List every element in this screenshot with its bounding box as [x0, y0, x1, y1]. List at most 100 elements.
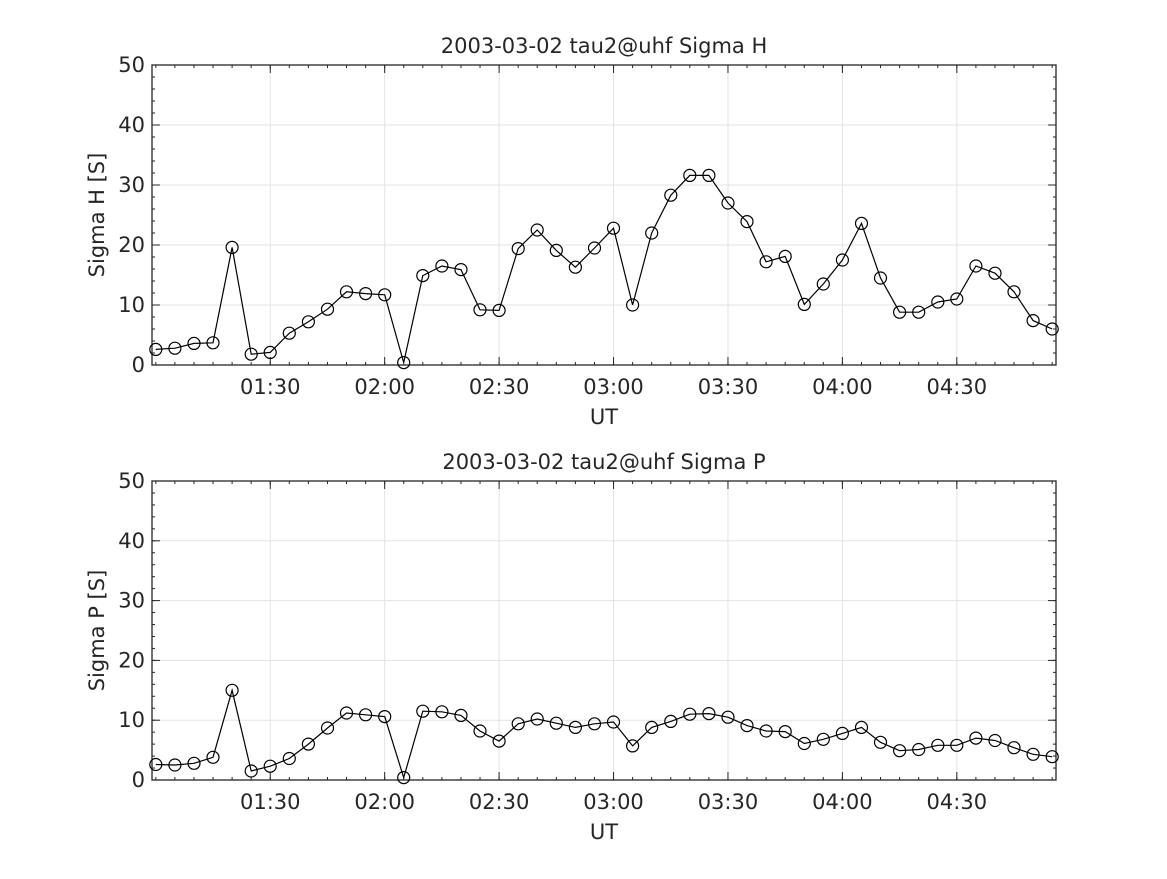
data-point [950, 292, 964, 306]
data-point [721, 710, 735, 724]
data-point [1026, 747, 1040, 761]
data-point [854, 720, 869, 735]
data-point [454, 263, 468, 277]
data-point [454, 708, 468, 723]
plot-area: 01:30 02:00 02:30 03:00 03:30 04:00 04:30 0 10 20… [118, 53, 1059, 399]
data-point [645, 720, 659, 735]
x-tick-label: 02:30 [469, 375, 530, 399]
data-point [359, 708, 373, 722]
data-point [339, 285, 354, 299]
data-point [378, 288, 392, 302]
data-point [359, 287, 373, 301]
data-point [969, 731, 983, 745]
data-point [206, 336, 220, 350]
y-axis-label: Sigma H [S] [85, 153, 109, 278]
y-tick-label: 0 [132, 353, 145, 377]
data-point [797, 736, 811, 751]
data-point [168, 758, 182, 772]
x-tick-label: 02:00 [354, 375, 415, 399]
data-point [473, 303, 487, 317]
data-point [568, 260, 583, 274]
data-point [740, 718, 754, 733]
data-point [206, 750, 220, 764]
data-point [320, 721, 335, 735]
y-tick-label: 20 [118, 648, 145, 672]
data-point [873, 735, 888, 749]
y-tick-label: 50 [118, 53, 145, 77]
data-point [988, 733, 1002, 748]
data-point [1045, 750, 1059, 764]
x-tick-label: 03:00 [583, 375, 644, 399]
data-point [282, 326, 296, 340]
data-point [339, 706, 354, 720]
x-tick-label: 02:00 [354, 790, 415, 814]
data-point [1026, 314, 1040, 328]
x-axis-label: UT [590, 820, 618, 844]
data-point [664, 188, 678, 202]
x-axis-label: UT [590, 405, 618, 429]
x-tick-label: 01:30 [240, 375, 301, 399]
series-line [155, 174, 1053, 363]
data-point [549, 716, 563, 730]
data-point [530, 223, 544, 237]
data-point [606, 221, 621, 235]
data-point [225, 240, 239, 254]
data-point [225, 683, 239, 697]
y-tick-label: 50 [118, 469, 145, 493]
data-point [702, 706, 716, 721]
data-point [1007, 741, 1021, 755]
chart-title: 2003-03-02 tau2@uhf Sigma P [442, 450, 765, 474]
data-point [168, 341, 182, 355]
data-point [625, 739, 640, 753]
data-point [683, 168, 697, 182]
data-point [1007, 285, 1021, 299]
data-point [301, 737, 315, 751]
plot-background [152, 481, 1056, 780]
y-tick-label: 40 [118, 113, 145, 137]
data-point [511, 242, 525, 256]
data-point [549, 243, 563, 257]
plot-background [152, 65, 1056, 365]
data-point [740, 215, 754, 229]
data-point [645, 226, 659, 240]
data-point [931, 738, 945, 752]
data-point [969, 259, 983, 273]
data-point [435, 705, 449, 719]
data-point [625, 298, 640, 312]
data-point [187, 336, 201, 350]
data-point [473, 724, 487, 738]
x-tick-label: 03:30 [698, 790, 759, 814]
chart-title: 2003-03-02 tau2@uhf Sigma H [441, 34, 767, 58]
plot-area: 01:30 02:00 02:30 03:00 03:30 04:00 04:30 0 10 20… [118, 469, 1059, 814]
data-point [492, 303, 506, 317]
data-point [320, 302, 335, 316]
data-point [282, 751, 296, 766]
sigma-h-panel: 01:30 02:00 02:30 03:00 03:30 04:00 04:30 0 10 20… [85, 34, 1059, 429]
y-tick-label: 20 [118, 233, 145, 257]
y-tick-label: 30 [118, 589, 145, 613]
data-point [683, 707, 697, 721]
y-tick-label: 40 [118, 529, 145, 553]
data-point [950, 738, 964, 752]
data-point [892, 305, 907, 319]
x-tick-label: 04:30 [927, 375, 988, 399]
data-point [912, 305, 926, 319]
data-point [530, 712, 544, 726]
x-tick-label: 04:30 [927, 790, 988, 814]
data-point [606, 715, 621, 729]
data-point [816, 277, 830, 291]
data-point [587, 717, 602, 731]
data-point [1045, 322, 1059, 336]
data-point [511, 717, 525, 731]
data-point [587, 241, 602, 255]
data-point [416, 704, 430, 718]
x-tick-label: 02:30 [469, 790, 530, 814]
data-point [187, 756, 201, 770]
data-point [263, 345, 277, 359]
x-tick-label: 03:00 [583, 790, 644, 814]
data-point [835, 253, 850, 267]
sigma-p-panel: 01:30 02:00 02:30 03:00 03:30 04:00 04:30 0 10 20… [85, 450, 1059, 844]
data-point [892, 744, 907, 758]
data-point [397, 770, 411, 785]
